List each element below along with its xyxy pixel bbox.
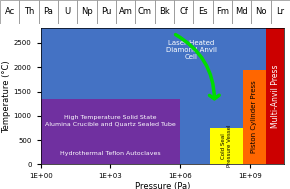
Bar: [271, 0, 290, 24]
Bar: [116, 0, 135, 24]
Bar: [77, 0, 97, 24]
Bar: [39, 0, 58, 24]
Bar: [0, 0, 19, 24]
Bar: [41, 140, 180, 164]
Text: Piston Cylinder Press: Piston Cylinder Press: [251, 81, 258, 153]
X-axis label: Pressure (Pa): Pressure (Pa): [135, 182, 190, 189]
Text: Am: Am: [119, 7, 133, 16]
Text: Cold Seal
Pressure Vessel: Cold Seal Pressure Vessel: [221, 125, 232, 167]
Bar: [135, 0, 155, 24]
Text: Lr: Lr: [276, 7, 284, 16]
Text: Th: Th: [24, 7, 34, 16]
Text: Np: Np: [81, 7, 93, 16]
Text: High Temperature Solid State
Alumina Crucible and Quartz Sealed Tube: High Temperature Solid State Alumina Cru…: [45, 115, 176, 126]
Text: Fm: Fm: [216, 7, 229, 16]
Y-axis label: Temperature (°C): Temperature (°C): [2, 60, 11, 133]
Bar: [193, 0, 213, 24]
Bar: [232, 0, 251, 24]
Bar: [41, 99, 180, 140]
Text: Ac: Ac: [5, 7, 15, 16]
Bar: [266, 28, 284, 164]
Text: Es: Es: [198, 7, 208, 16]
Bar: [155, 0, 174, 24]
Text: Cm: Cm: [138, 7, 152, 16]
Text: Cf: Cf: [179, 7, 188, 16]
Text: Multi-Anvil Press: Multi-Anvil Press: [271, 65, 280, 128]
Text: No: No: [255, 7, 267, 16]
Bar: [174, 0, 193, 24]
Text: Hydrothermal Teflon Autoclaves: Hydrothermal Teflon Autoclaves: [60, 151, 161, 156]
Text: Bk: Bk: [159, 7, 170, 16]
Bar: [213, 0, 232, 24]
Bar: [19, 0, 39, 24]
Text: U: U: [65, 7, 71, 16]
Bar: [210, 128, 243, 164]
Text: Laser Heated
Diamond Anvil
Cell: Laser Heated Diamond Anvil Cell: [166, 40, 217, 60]
Text: Pu: Pu: [101, 7, 112, 16]
Bar: [58, 0, 77, 24]
Bar: [243, 70, 266, 164]
Text: Md: Md: [235, 7, 248, 16]
Bar: [251, 0, 271, 24]
Bar: [97, 0, 116, 24]
Text: Pa: Pa: [44, 7, 53, 16]
